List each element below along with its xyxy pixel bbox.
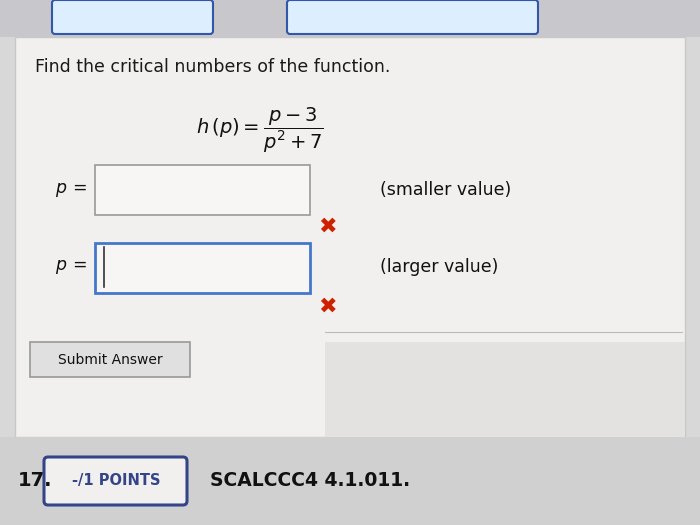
Text: 17.: 17.	[18, 471, 52, 490]
Bar	[0, 437, 700, 525]
Text: $p\,=$: $p\,=$	[55, 258, 87, 276]
Bar	[325, 342, 685, 437]
FancyBboxPatch shape	[30, 342, 190, 377]
Bar	[0, 0, 700, 37]
Text: ✖: ✖	[318, 297, 337, 317]
FancyBboxPatch shape	[52, 0, 213, 34]
Text: Submit Answer: Submit Answer	[57, 353, 162, 367]
Text: $p\,=$: $p\,=$	[55, 181, 87, 199]
Text: $h\,(p) = \dfrac{p - 3}{p^2 + 7}$: $h\,(p) = \dfrac{p - 3}{p^2 + 7}$	[196, 105, 324, 155]
Bar	[95, 243, 310, 293]
Text: -/1 POINTS: -/1 POINTS	[71, 474, 160, 488]
Text: (smaller value): (smaller value)	[380, 181, 511, 199]
Bar	[95, 165, 310, 215]
FancyBboxPatch shape	[44, 457, 187, 505]
Text: SCALCCC4 4.1.011.: SCALCCC4 4.1.011.	[210, 471, 410, 490]
FancyBboxPatch shape	[287, 0, 538, 34]
Bar	[15, 37, 685, 437]
Text: ✖: ✖	[318, 217, 337, 237]
Text: Find the critical numbers of the function.: Find the critical numbers of the functio…	[35, 58, 391, 76]
Text: (larger value): (larger value)	[380, 258, 498, 276]
